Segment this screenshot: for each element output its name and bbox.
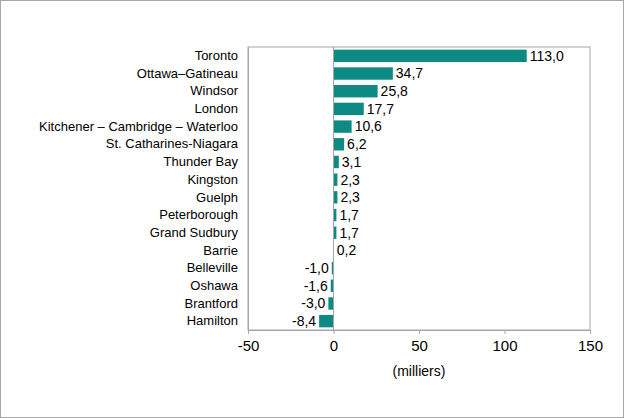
x-tick-label: 150 bbox=[578, 337, 603, 354]
x-axis-line bbox=[249, 331, 591, 335]
category-label: Kitchener – Cambridge – Waterloo bbox=[39, 119, 238, 134]
data-label: 10,6 bbox=[355, 118, 382, 134]
y-axis-line bbox=[248, 48, 249, 331]
x-tick: 50 bbox=[411, 330, 428, 354]
data-label: 0,2 bbox=[337, 242, 357, 258]
x-axis-title: (milliers) bbox=[393, 363, 446, 379]
y-tick: Brantford bbox=[185, 296, 248, 311]
category-label: Barrie bbox=[203, 243, 238, 258]
data-labels: 113,034,725,817,710,66,23,12,32,31,71,70… bbox=[292, 48, 564, 329]
data-label: 34,7 bbox=[396, 65, 423, 81]
chart-border bbox=[1, 1, 624, 418]
data-label: -1,6 bbox=[304, 278, 328, 294]
bar bbox=[334, 156, 339, 168]
x-tick-label: 0 bbox=[330, 337, 338, 354]
y-tick: Barrie bbox=[203, 243, 248, 258]
y-tick: Guelph bbox=[196, 190, 248, 205]
y-tick: Belleville bbox=[187, 260, 248, 275]
x-tick: 100 bbox=[492, 330, 517, 354]
bar bbox=[334, 138, 345, 150]
data-label: -1,0 bbox=[305, 260, 329, 276]
x-tick-mark bbox=[590, 330, 591, 334]
x-tick-label: 100 bbox=[492, 337, 517, 354]
y-tick: Peterborough bbox=[159, 207, 248, 222]
y-axis: Toronto Ottawa–Gatineau Windsor London Kitch… bbox=[39, 48, 248, 331]
x-tick-label: 50 bbox=[411, 337, 428, 354]
bar bbox=[319, 315, 333, 327]
category-label: Thunder Bay bbox=[164, 154, 239, 169]
y-tick: Kitchener – Cambridge – Waterloo bbox=[39, 119, 248, 134]
x-tick-label: -50 bbox=[238, 337, 260, 354]
data-label: 1,7 bbox=[339, 225, 359, 241]
category-label: Peterborough bbox=[159, 207, 238, 222]
category-label: Guelph bbox=[196, 190, 238, 205]
category-label: Windsor bbox=[190, 83, 238, 98]
data-label: 17,7 bbox=[367, 101, 394, 117]
bar bbox=[328, 297, 333, 309]
category-label: Belleville bbox=[187, 260, 238, 275]
y-tick: Grand Sudbury bbox=[150, 225, 248, 240]
category-label: Grand Sudbury bbox=[150, 225, 239, 240]
data-label: 113,0 bbox=[530, 48, 564, 64]
data-label: -3,0 bbox=[301, 295, 325, 311]
y-tick: St. Catharines-Niagara bbox=[106, 136, 248, 151]
y-tick: Windsor bbox=[190, 83, 248, 98]
data-label: 1,7 bbox=[339, 207, 359, 223]
bar bbox=[334, 67, 393, 79]
y-tick: Oshawa bbox=[190, 278, 248, 293]
category-label: Toronto bbox=[195, 48, 238, 63]
category-label: Brantford bbox=[185, 296, 238, 311]
x-tick: 0 bbox=[330, 330, 338, 354]
y-tick: Toronto bbox=[195, 48, 248, 63]
bar bbox=[334, 120, 352, 132]
x-tick-mark bbox=[248, 330, 249, 334]
y-tick: Thunder Bay bbox=[164, 154, 248, 169]
x-axis: -50 0 50 100 150 bbox=[238, 330, 603, 354]
category-label: Kingston bbox=[187, 172, 238, 187]
x-tick-mark bbox=[419, 330, 420, 334]
plot-frame bbox=[248, 47, 590, 330]
data-label: 2,3 bbox=[340, 172, 360, 188]
x-tick: -50 bbox=[238, 330, 260, 354]
x-tick-mark bbox=[505, 330, 506, 334]
bars bbox=[319, 50, 527, 328]
x-tick: 150 bbox=[578, 330, 603, 354]
y-tick: Hamilton bbox=[187, 313, 248, 328]
category-label: London bbox=[195, 101, 238, 116]
bar bbox=[334, 191, 338, 203]
y-tick: London bbox=[195, 101, 248, 116]
data-label: 3,1 bbox=[342, 154, 362, 170]
zero-line bbox=[333, 47, 334, 330]
bar bbox=[334, 85, 378, 97]
bar bbox=[334, 103, 364, 115]
x-tick-mark bbox=[334, 330, 335, 334]
bar bbox=[334, 173, 338, 185]
category-label: St. Catharines-Niagara bbox=[106, 136, 239, 151]
category-label: Ottawa–Gatineau bbox=[137, 66, 238, 81]
bar bbox=[334, 50, 527, 62]
data-label: -8,4 bbox=[292, 313, 316, 329]
data-label: 6,2 bbox=[347, 136, 367, 152]
y-tick: Ottawa–Gatineau bbox=[137, 66, 248, 81]
chart: -50 0 50 100 150 Toronto Ottawa–Gatineau Windso… bbox=[0, 0, 624, 418]
plot: -50 0 50 100 150 Toronto Ottawa–Gatineau Windso… bbox=[39, 47, 603, 379]
category-label: Oshawa bbox=[190, 278, 238, 293]
y-tick: Kingston bbox=[187, 172, 248, 187]
data-label: 2,3 bbox=[340, 189, 360, 205]
data-label: 25,8 bbox=[381, 83, 408, 99]
category-label: Hamilton bbox=[187, 313, 238, 328]
